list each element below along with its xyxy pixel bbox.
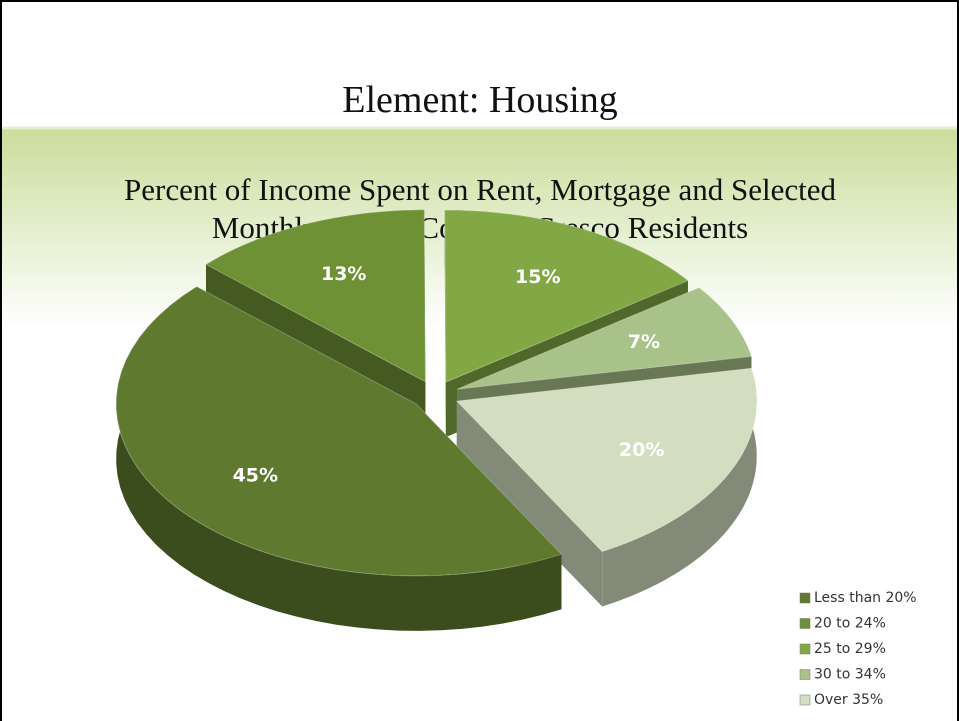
legend-swatch [799,694,811,706]
legend-label: 20 to 24% [814,616,886,632]
data-label: 13% [321,263,366,285]
data-label: 15% [515,266,560,288]
chart-title: Percent of Income Spent on Rent, Mortgag… [124,172,836,207]
slice-top [456,287,753,390]
legend-swatch [799,618,811,629]
slice: 20% [455,367,758,607]
legend-label: Less than 20% [814,590,917,606]
data-label: 45% [233,464,278,486]
slide-title: Element: Housing [342,79,617,121]
legend-swatch [799,669,811,680]
slice-top [444,209,689,383]
legend-label: 25 to 29% [814,641,886,657]
slice-side [116,286,562,631]
data-label: 20% [619,439,664,461]
legend-swatch [799,592,811,604]
slice-top [115,286,563,577]
data-label: 7% [628,331,660,353]
legend-label: Over 35% [814,692,883,708]
slice-side [602,368,757,607]
legend-label: 30 to 34% [814,667,886,683]
slice: 45% [115,286,563,631]
slice-wall [444,210,446,438]
slice-top [204,209,426,383]
legend-swatch [799,643,811,655]
slice-top [455,367,758,553]
slice-wall [456,401,603,607]
